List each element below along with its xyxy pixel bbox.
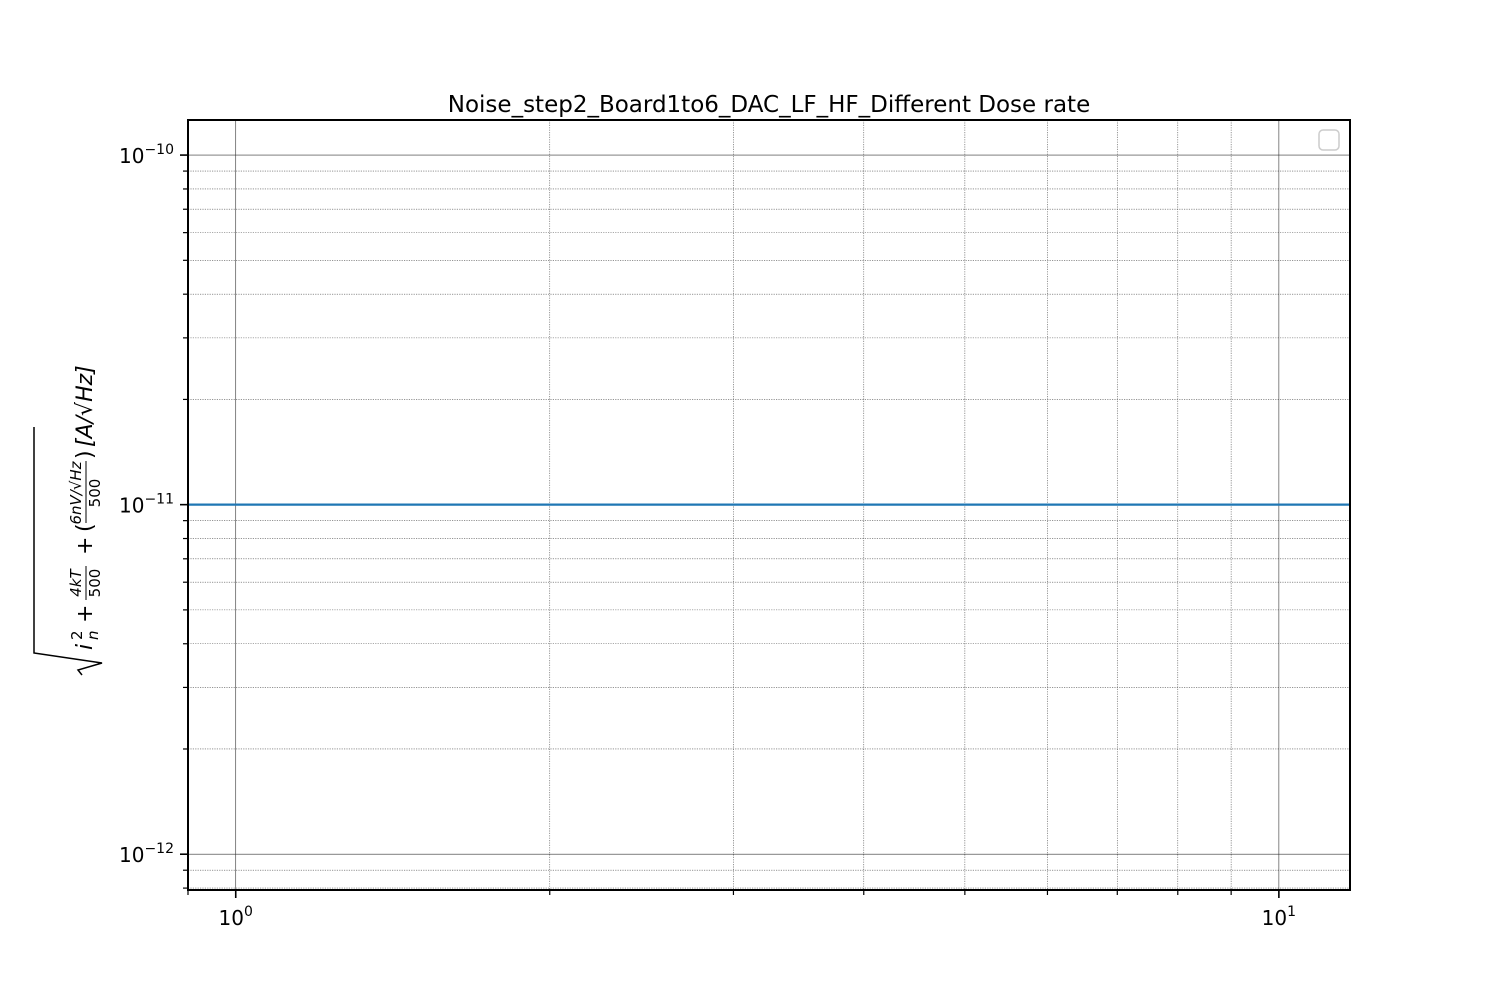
- ylabel-i: i: [73, 644, 98, 650]
- ylabel-paren-open: (: [73, 523, 98, 532]
- minor-gridlines: [187, 120, 1350, 890]
- ylabel-plus1: +: [73, 605, 98, 623]
- tick-labels: 100 101 10−12 10−11 10−10: [119, 142, 1296, 930]
- y-tick-label: 10−12: [119, 841, 174, 867]
- ylabel-frac1-den: 500: [86, 569, 104, 598]
- x-tick-label: 100: [219, 904, 253, 930]
- tick-marks: [180, 154, 1280, 898]
- ylabel-sub: n: [84, 630, 102, 640]
- ylabel-frac2-den: 500: [86, 479, 104, 508]
- ylabel-units: [A/√Hz]: [73, 365, 98, 447]
- ylabel-paren-close: ): [73, 450, 98, 459]
- y-tick-label: 10−11: [119, 492, 174, 518]
- ylabel-frac1-num: 4kT: [67, 567, 85, 596]
- y-axis-label: i 2 n + 4kT 500 + ( 6nV/√Hz 500 ) [A/√Hz…: [33, 365, 104, 676]
- plot-frame: [187, 119, 1351, 891]
- legend-box: [1318, 129, 1340, 151]
- ylabel-sup: 2: [68, 630, 86, 640]
- ylabel-plus2: +: [73, 537, 98, 555]
- y-tick-label: 10−10: [119, 142, 174, 168]
- sqrt-radical: [33, 427, 103, 676]
- ylabel-frac2-num: 6nV/√Hz: [67, 460, 85, 524]
- x-tick-label: 101: [1262, 904, 1296, 930]
- chart-title: Noise_step2_Board1to6_DAC_LF_HF_Differen…: [448, 92, 1090, 118]
- svg-text:i: i: [73, 644, 98, 650]
